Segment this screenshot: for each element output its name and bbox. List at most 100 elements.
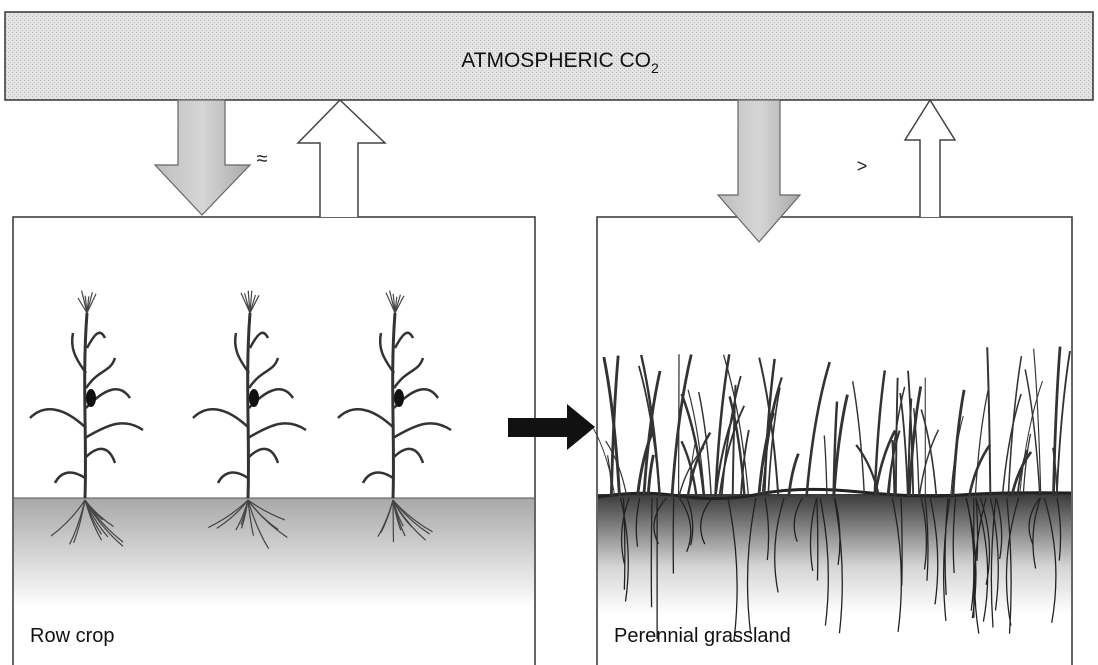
root — [84, 499, 103, 535]
grass-blade — [731, 384, 737, 497]
grass-blade — [1010, 451, 1033, 497]
grass-blade — [891, 440, 896, 497]
corn-plant — [192, 290, 307, 550]
grass-root — [1056, 497, 1062, 561]
grass-root — [990, 497, 997, 628]
grass-blade — [642, 370, 662, 497]
grass-blade — [1024, 369, 1041, 497]
grass-root — [1006, 497, 1012, 634]
grass-root — [975, 497, 979, 561]
root — [73, 499, 86, 543]
grass-blade — [758, 377, 783, 497]
vegetation — [29, 290, 1071, 642]
ear — [86, 389, 96, 407]
grass-blade — [722, 354, 750, 497]
grass-root — [619, 497, 629, 602]
root — [208, 499, 249, 529]
root — [235, 499, 249, 531]
leaf — [233, 332, 251, 374]
grass-root — [679, 497, 692, 553]
grass-blade — [855, 444, 880, 497]
grass-root — [1043, 497, 1057, 623]
grass-root — [620, 497, 630, 564]
grass-blade — [636, 430, 655, 497]
grass-root — [635, 497, 641, 547]
grass-blade — [1052, 447, 1059, 497]
grass-blade — [687, 389, 706, 497]
grass-root — [975, 497, 989, 622]
leaf — [392, 447, 425, 464]
stem — [246, 312, 252, 499]
grass-blade — [1055, 350, 1071, 497]
stem — [391, 312, 397, 499]
leaf — [84, 357, 117, 389]
grass-blade — [602, 356, 621, 497]
grass-blade — [1052, 346, 1062, 497]
grass-root — [833, 497, 843, 634]
grass-root — [920, 497, 928, 570]
root — [377, 499, 394, 537]
uptake-arrow — [716, 99, 802, 243]
leaf — [216, 471, 249, 484]
grass-root — [686, 497, 694, 546]
grass-root — [622, 497, 626, 590]
tassel — [385, 292, 396, 314]
grass-root — [764, 497, 770, 561]
grass-blade — [920, 409, 938, 497]
grass-root — [700, 497, 713, 545]
leaf — [192, 408, 250, 429]
grass-blade — [688, 443, 696, 497]
leaf — [247, 447, 280, 464]
uptake-arrow — [153, 99, 252, 216]
grass-root — [1028, 497, 1041, 545]
grass-root — [834, 497, 841, 566]
root — [50, 499, 86, 537]
grass-blade — [805, 361, 831, 497]
grass-blade — [767, 387, 781, 497]
leaf — [70, 332, 88, 374]
grass-blade — [907, 370, 915, 497]
grass-root — [929, 497, 939, 605]
flux-relation: > — [857, 156, 868, 176]
leaf — [53, 471, 86, 484]
grass-root — [944, 497, 949, 595]
corn-plant — [29, 290, 144, 547]
grass-blade — [888, 386, 906, 497]
title-text: ATMOSPHERIC CO — [461, 49, 651, 72]
grass-blade — [907, 386, 923, 497]
ear — [394, 389, 404, 407]
leaf — [392, 357, 425, 389]
grass-blade — [951, 389, 966, 497]
root — [247, 499, 270, 550]
release-arrow — [296, 98, 387, 217]
tassel — [86, 292, 93, 314]
root — [247, 499, 288, 539]
grass-blade — [1022, 433, 1032, 497]
tassel — [392, 293, 396, 314]
tassel — [84, 295, 88, 314]
atmosphere-box — [4, 11, 1094, 101]
grass-blade — [832, 401, 839, 497]
grass-blade — [606, 455, 613, 497]
leaf — [337, 408, 395, 429]
tassel — [394, 295, 405, 314]
tassel — [249, 290, 253, 314]
leaf — [393, 331, 415, 349]
grass-blade — [670, 354, 693, 497]
leaf — [247, 357, 280, 389]
release-arrow — [903, 98, 957, 217]
grass-blade — [1016, 449, 1028, 497]
grass-root — [943, 497, 951, 621]
grass-root — [746, 497, 757, 634]
grass-blade — [787, 453, 800, 497]
grass-blade — [986, 347, 992, 497]
grass-root — [891, 497, 902, 632]
grass-root — [727, 497, 738, 642]
root — [392, 499, 433, 533]
leaf — [378, 332, 396, 374]
title-subscript: 2 — [651, 60, 659, 76]
leaf — [84, 447, 117, 464]
panel-label: Row crop — [30, 625, 114, 647]
